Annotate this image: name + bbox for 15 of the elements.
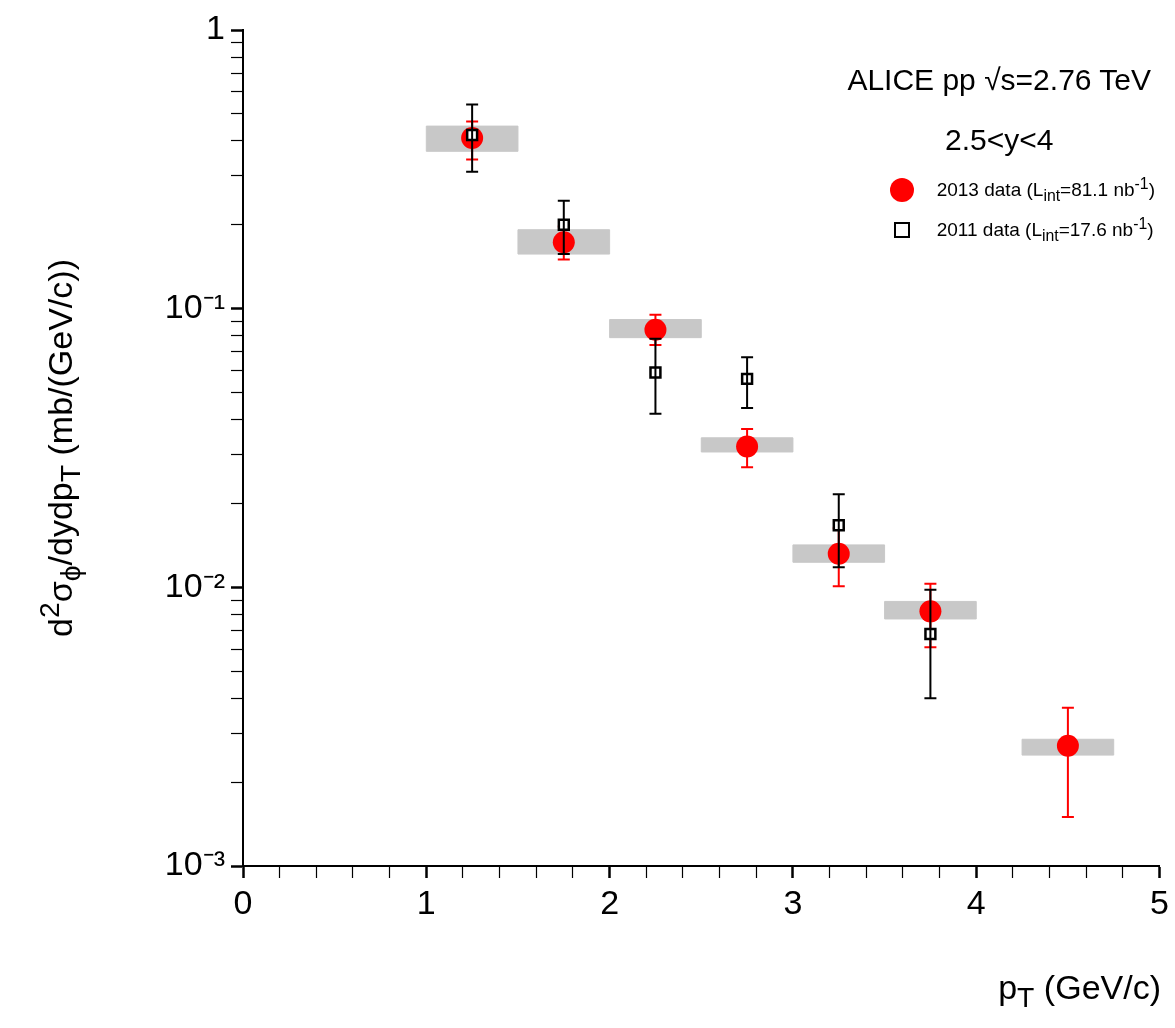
y-tick-label: 1: [206, 8, 225, 47]
x-axis-title: p$_{T}$ (GeV/c): [998, 968, 1161, 1014]
legend-label: 2011 data (L$_{int}$=17.6 nb$^{-1}$): [936, 214, 1154, 246]
x-tick-label: 3: [783, 882, 803, 921]
x-tick-label: 1: [416, 882, 436, 921]
x-tick-label: 5: [1150, 882, 1170, 921]
x-tick-label: 4: [966, 882, 986, 921]
annotation: ALICE pp √s=2.76 TeV: [847, 62, 1151, 98]
x-tick-label: 0: [233, 882, 253, 921]
annotation: 2.5<y<4: [943, 122, 1055, 158]
legend-label: 2013 data (L$_{int}$=81.1 nb$^{-1}$): [936, 174, 1155, 206]
x-tick-label: 2: [600, 882, 620, 921]
y-tick-label: 10⁻¹: [164, 287, 225, 326]
y-tick-label: 10⁻²: [164, 565, 225, 604]
y-tick-label: 10⁻³: [164, 844, 225, 883]
